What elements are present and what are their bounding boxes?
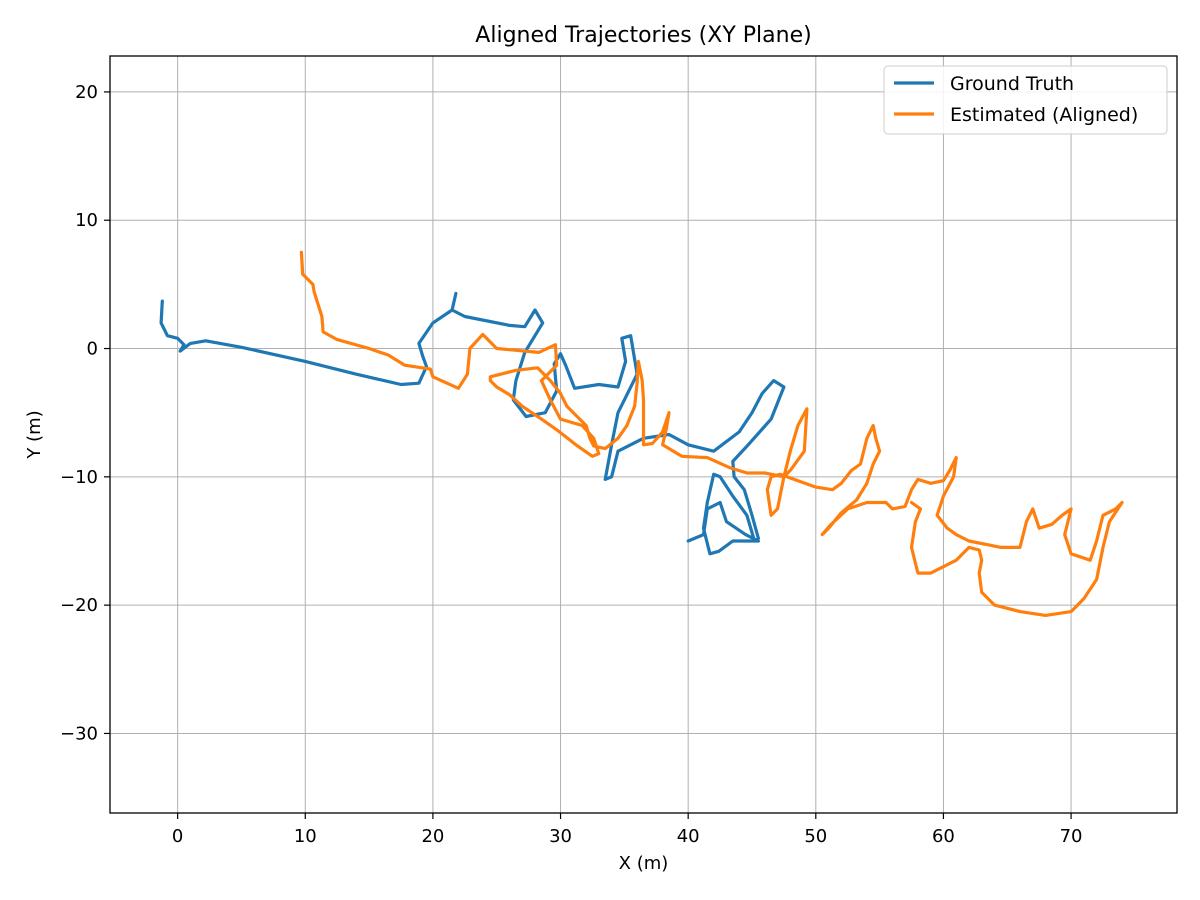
y-axis-label: Y (m) xyxy=(24,410,45,459)
y-tick-label: −10 xyxy=(60,467,98,488)
x-tick-label: 30 xyxy=(549,826,572,847)
estimated-line xyxy=(299,250,1124,617)
x-tick-label: 60 xyxy=(932,826,955,847)
y-tick-label: 0 xyxy=(87,339,98,360)
legend-box xyxy=(883,65,1168,135)
y-tick-label: 10 xyxy=(75,210,98,231)
axes-frame xyxy=(109,55,1178,814)
y-tick-label: 20 xyxy=(75,82,98,103)
series-layer xyxy=(159,250,1124,617)
legend-label-ground-truth: Ground Truth xyxy=(950,73,1074,95)
y-tick-label: −30 xyxy=(60,723,98,744)
x-axis-label: X (m) xyxy=(619,853,669,874)
axis-ticks: 0 10 20 30 40 50 60 70 20 10 0 −10 −20 −30 xyxy=(60,82,1083,847)
x-tick-label: 50 xyxy=(804,826,827,847)
x-tick-label: 0 xyxy=(172,826,183,847)
legend-label-estimated: Estimated (Aligned) xyxy=(950,104,1138,126)
legend: Ground Truth Estimated (Aligned) xyxy=(883,65,1168,135)
x-tick-label: 70 xyxy=(1060,826,1083,847)
x-tick-label: 10 xyxy=(294,826,317,847)
ground-truth-line xyxy=(159,291,786,556)
chart-title: Aligned Trajectories (XY Plane) xyxy=(475,23,811,48)
x-tick-label: 20 xyxy=(421,826,444,847)
x-tick-label: 40 xyxy=(677,826,700,847)
y-tick-label: −20 xyxy=(60,595,98,616)
